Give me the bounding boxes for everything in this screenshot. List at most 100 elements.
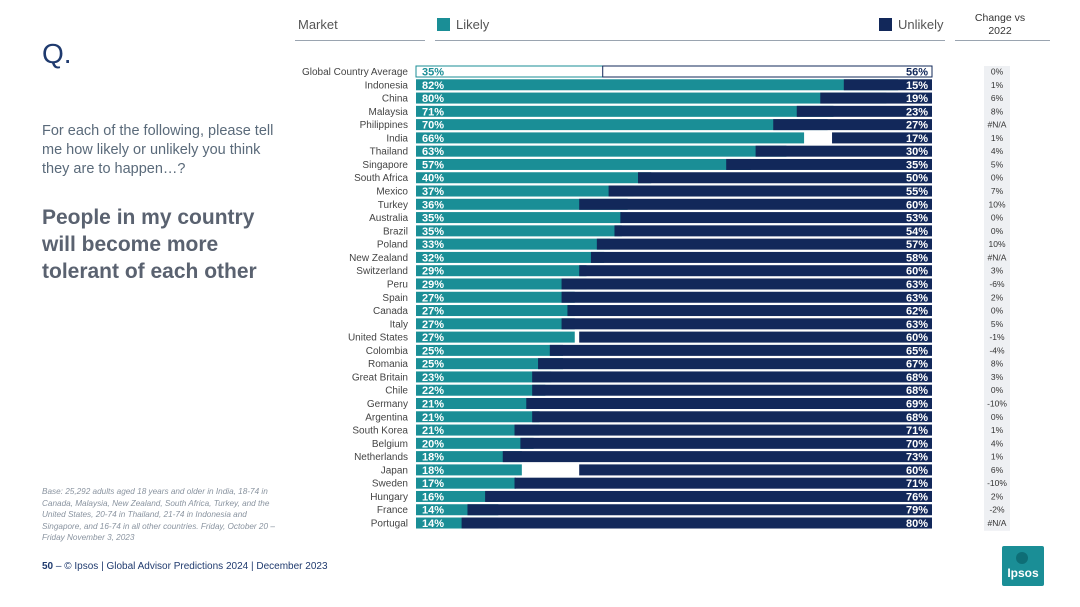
unlikely-value-label: 50% bbox=[906, 173, 928, 185]
likely-bar bbox=[416, 437, 534, 449]
unlikely-value-label: 53% bbox=[906, 213, 928, 225]
unlikely-bar bbox=[532, 384, 932, 396]
likely-value-label: 80% bbox=[422, 93, 444, 105]
legend-unlikely-label: Unlikely bbox=[898, 17, 944, 32]
market-label: Chile bbox=[385, 386, 408, 397]
likely-value-label: 23% bbox=[422, 372, 444, 384]
market-label: New Zealand bbox=[349, 253, 408, 264]
unlikely-bar bbox=[567, 305, 932, 317]
likely-bar bbox=[416, 278, 587, 290]
unlikely-value-label: 60% bbox=[906, 465, 928, 477]
change-value-label: #N/A bbox=[988, 518, 1007, 528]
market-label: Belgium bbox=[372, 439, 408, 450]
change-value-label: 0% bbox=[991, 213, 1004, 223]
market-label: Spain bbox=[382, 293, 408, 304]
likely-value-label: 22% bbox=[422, 385, 444, 397]
change-value-label: #N/A bbox=[988, 120, 1007, 130]
market-label: France bbox=[377, 505, 409, 516]
unlikely-bar bbox=[579, 198, 932, 210]
market-label: Canada bbox=[373, 306, 408, 317]
change-value-label: 1% bbox=[991, 80, 1004, 90]
market-label: Switzerland bbox=[356, 266, 408, 277]
likely-bar bbox=[416, 132, 805, 144]
market-label: Sweden bbox=[372, 479, 408, 490]
likely-value-label: 17% bbox=[422, 478, 444, 490]
unlikely-bar bbox=[602, 65, 933, 78]
unlikely-bar bbox=[561, 291, 932, 303]
header-rule-market bbox=[295, 40, 425, 41]
likely-value-label: 27% bbox=[422, 319, 444, 331]
change-value-label: 2% bbox=[991, 491, 1004, 501]
change-value-label: -4% bbox=[989, 345, 1005, 355]
likely-bar bbox=[416, 251, 605, 263]
likely-value-label: 40% bbox=[422, 173, 444, 185]
unlikely-value-label: 63% bbox=[906, 292, 928, 304]
change-value-label: 2% bbox=[991, 292, 1004, 302]
likely-bar bbox=[416, 92, 887, 104]
likely-value-label: 18% bbox=[422, 465, 444, 477]
market-label: Turkey bbox=[378, 200, 408, 211]
unlikely-value-label: 68% bbox=[906, 385, 928, 397]
market-label: Germany bbox=[367, 399, 408, 410]
likely-bar bbox=[416, 451, 522, 463]
likely-bar bbox=[416, 490, 511, 502]
unlikely-value-label: 58% bbox=[906, 252, 928, 264]
change-value-label: -1% bbox=[989, 332, 1005, 342]
unlikely-value-label: 54% bbox=[906, 226, 928, 238]
unlikely-bar bbox=[820, 92, 932, 104]
unlikely-value-label: 63% bbox=[906, 279, 928, 291]
unlikely-bar bbox=[561, 278, 932, 290]
likely-value-label: 18% bbox=[422, 452, 444, 464]
market-label: Thailand bbox=[370, 147, 408, 158]
unlikely-bar bbox=[485, 490, 932, 502]
likely-bar bbox=[416, 344, 563, 356]
unlikely-value-label: 55% bbox=[906, 186, 928, 198]
unlikely-value-label: 17% bbox=[906, 133, 928, 145]
market-label: Mexico bbox=[376, 187, 408, 198]
likely-bar bbox=[416, 517, 499, 529]
unlikely-bar bbox=[579, 464, 932, 476]
change-value-label: 6% bbox=[991, 93, 1004, 103]
market-label: Portugal bbox=[371, 519, 408, 530]
likely-bar bbox=[416, 198, 628, 210]
unlikely-bar bbox=[773, 119, 932, 131]
change-value-label: -10% bbox=[987, 478, 1007, 488]
column-header-change: Change vs 2022 bbox=[974, 12, 1026, 37]
likely-value-label: 32% bbox=[422, 252, 444, 264]
likely-bar bbox=[416, 318, 575, 330]
likely-value-label: 70% bbox=[422, 120, 444, 132]
change-value-label: 0% bbox=[991, 306, 1004, 316]
likely-value-label: 71% bbox=[422, 106, 444, 118]
legend-likely-label: Likely bbox=[456, 17, 490, 32]
unlikely-bar bbox=[796, 105, 932, 117]
market-label: South Korea bbox=[352, 426, 408, 437]
footer-text: © Ipsos | Global Advisor Predictions 202… bbox=[64, 561, 328, 572]
change-value-label: 10% bbox=[988, 239, 1005, 249]
change-value-label: 0% bbox=[991, 226, 1004, 236]
unlikely-value-label: 57% bbox=[906, 239, 928, 251]
likely-bar bbox=[416, 145, 787, 157]
change-value-label: #N/A bbox=[988, 252, 1007, 262]
likely-value-label: 14% bbox=[422, 505, 444, 517]
market-label: Japan bbox=[381, 465, 408, 476]
unlikely-bar bbox=[843, 79, 932, 91]
column-header-market: Market bbox=[298, 17, 338, 32]
likely-value-label: 25% bbox=[422, 359, 444, 371]
statement-title: People in my country will become more to… bbox=[42, 206, 257, 283]
market-label: Netherlands bbox=[354, 452, 408, 463]
unlikely-bar bbox=[467, 504, 932, 516]
likely-bar bbox=[416, 504, 499, 516]
change-value-label: 3% bbox=[991, 372, 1004, 382]
unlikely-bar bbox=[726, 158, 932, 170]
change-value-label: 1% bbox=[991, 452, 1004, 462]
change-value-label: 5% bbox=[991, 159, 1004, 169]
likely-value-label: 16% bbox=[422, 491, 444, 503]
change-value-label: 8% bbox=[991, 359, 1004, 369]
change-column-bg bbox=[984, 66, 1010, 531]
header-rule-legend bbox=[435, 40, 945, 41]
unlikely-bar bbox=[549, 344, 932, 356]
likely-value-label: 35% bbox=[422, 213, 444, 225]
unlikely-bar bbox=[608, 185, 932, 197]
unlikely-value-label: 71% bbox=[906, 478, 928, 490]
unlikely-value-label: 63% bbox=[906, 319, 928, 331]
